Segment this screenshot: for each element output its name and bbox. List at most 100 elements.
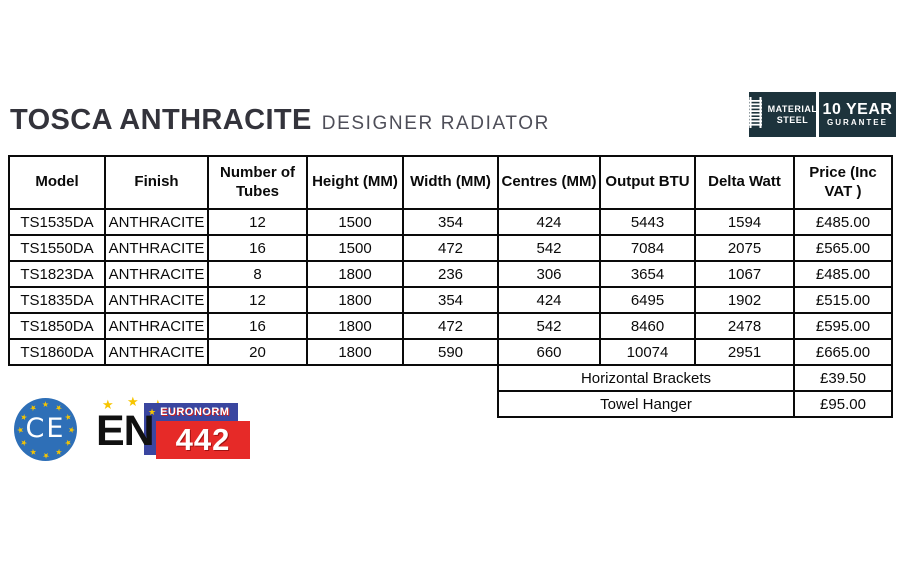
star-icon: ★ [148,406,157,417]
table-cell: 8 [207,260,308,288]
guarantee-label: GURANTEE [827,117,888,127]
table-cell: 12 [207,208,308,236]
table-cell: ANTHRACITE [104,338,209,366]
table-cell: 590 [402,338,499,366]
table-cell: 1594 [694,208,795,236]
table-cell: TS1823DA [8,260,106,288]
page-title: TOSCA ANTHRACITE [10,104,312,136]
table-cell: ANTHRACITE [104,208,209,236]
page-subtitle: DESIGNER RADIATOR [321,113,550,134]
table-cell: 1067 [694,260,795,288]
table-cell: 1800 [306,312,404,340]
column-header: Width (MM) [402,155,499,210]
euronorm-banner: ★ EURONORM [144,403,238,421]
en442-number-label: 442 [175,422,231,457]
empty-spacer-cell [9,365,498,391]
table-cell: 2951 [694,338,795,366]
table-cell: £595.00 [793,312,893,340]
table-cell: 8460 [599,312,696,340]
table-cell: 424 [497,286,601,314]
table-row: TS1860DA ANTHRACITE 20 1800 590 660 10074 2951 £… [8,338,893,366]
material-steel-badge: MATERIAL STEEL [748,92,818,137]
star-icon: ★ [52,401,64,414]
column-header: Price (Inc VAT ) [793,155,893,210]
star-icon: ★ [15,425,25,434]
star-icon: ★ [66,425,76,434]
table-cell: 424 [497,208,601,236]
table-cell: 1500 [306,208,404,236]
table-cell: 660 [497,338,601,366]
spec-table: Model Finish Number of Tubes Height (MM) Wid… [8,155,893,418]
table-cell: 16 [207,312,308,340]
table-cell: TS1850DA [8,312,106,340]
column-header: Model [8,155,106,210]
ten-year-guarantee-badge: 10 YEAR GURANTEE [819,92,896,137]
table-cell: ANTHRACITE [104,312,209,340]
table-cell: 12 [207,286,308,314]
page-header: TOSCA ANTHRACITE DESIGNER RADIATOR [10,104,550,137]
table-cell: 306 [497,260,601,288]
table-cell: 16 [207,234,308,262]
table-row: TS1535DA ANTHRACITE 12 1500 354 424 5443 1594 £4… [8,208,893,236]
accessory-row: Horizontal Brackets £39.50 [9,364,893,392]
table-cell: ANTHRACITE [104,286,209,314]
table-row: TS1850DA ANTHRACITE 16 1800 472 542 8460 2478 £5… [8,312,893,340]
table-cell: 1800 [306,338,404,366]
table-cell: ANTHRACITE [104,234,209,262]
star-icon: ★ [127,394,139,409]
table-row: TS1835DA ANTHRACITE 12 1800 354 424 6495 1902 £5… [8,286,893,314]
accessory-price-cell: £39.50 [793,364,893,392]
ce-mark-label: CE [25,413,66,444]
column-header: Height (MM) [306,155,404,210]
column-header: Number of Tubes [207,155,308,210]
table-cell: 7084 [599,234,696,262]
star-icon: ★ [41,399,50,409]
table-cell: TS1860DA [8,338,106,366]
table-cell: £565.00 [793,234,893,262]
table-cell: £485.00 [793,208,893,236]
en-label: EN [96,407,155,455]
accessory-label-cell: Horizontal Brackets [497,364,795,392]
table-cell: 1800 [306,260,404,288]
spec-table-head: Model Finish Number of Tubes Height (MM) Wid… [8,155,893,210]
table-cell: ANTHRACITE [104,260,209,288]
table-cell: 6495 [599,286,696,314]
accessory-label-cell: Towel Hanger [497,390,795,418]
material-label-line2: STEEL [776,114,809,125]
table-cell: 354 [402,286,499,314]
table-cell: TS1550DA [8,234,106,262]
radiator-steel-icon [748,96,763,133]
table-row: TS1550DA ANTHRACITE 16 1500 472 542 7084 2075 £5… [8,234,893,262]
star-icon: ★ [52,445,64,458]
table-cell: 542 [497,234,601,262]
column-header: Finish [104,155,209,210]
column-header: Delta Watt [694,155,795,210]
table-cell: 472 [402,234,499,262]
table-cell: 1902 [694,286,795,314]
ce-mark-logo: CE ★ ★ ★ ★ ★ ★ ★ ★ ★ ★ ★ ★ [14,398,77,461]
accessory-row: Towel Hanger £95.00 [9,390,893,418]
table-cell: £665.00 [793,338,893,366]
column-header: Centres (MM) [497,155,601,210]
table-cell: 1800 [306,286,404,314]
table-cell: £485.00 [793,260,893,288]
star-icon: ★ [27,445,39,458]
table-cell: TS1535DA [8,208,106,236]
table-cell: 3654 [599,260,696,288]
guarantee-years-label: 10 YEAR [822,100,893,118]
table-cell: 2478 [694,312,795,340]
table-cell: 10074 [599,338,696,366]
material-steel-label: MATERIAL STEEL [768,104,818,125]
table-cell: 5443 [599,208,696,236]
table-row: TS1823DA ANTHRACITE 8 1800 236 306 3654 1067 £48… [8,260,893,288]
material-label-line1: MATERIAL [767,104,818,115]
table-cell: 542 [497,312,601,340]
star-icon: ★ [102,397,114,412]
accessory-price-cell: £95.00 [793,390,893,418]
table-cell: 236 [402,260,499,288]
table-cell: 1500 [306,234,404,262]
table-cell: £515.00 [793,286,893,314]
badge-group: MATERIAL STEEL 10 YEAR GURANTEE [748,92,896,137]
table-cell: 2075 [694,234,795,262]
